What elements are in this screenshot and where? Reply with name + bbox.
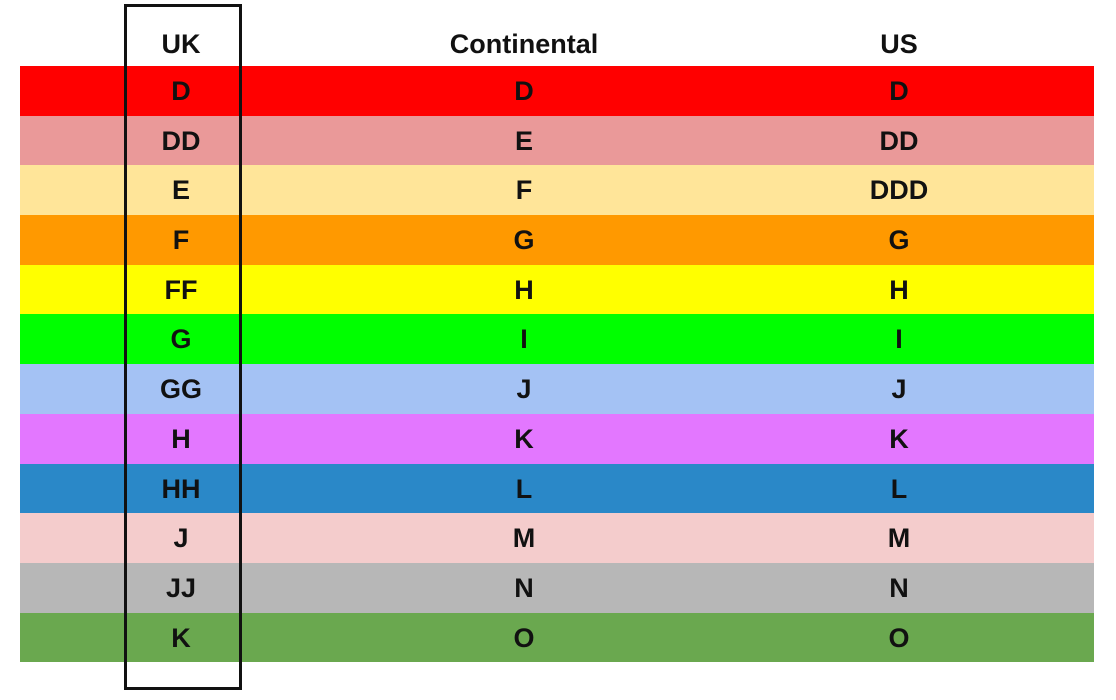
cell-us: J	[891, 374, 907, 405]
size-conversion-table: D D D DD E DD E F DDD F G G FF H H G I I GG J J H K K HH L L J M M JJ N…	[20, 66, 1094, 663]
cell-continental: D	[514, 76, 534, 106]
cell-us: H	[889, 274, 909, 305]
cell-uk: K	[171, 622, 191, 653]
cell-uk: JJ	[165, 572, 197, 603]
cell-continental: G	[513, 225, 535, 256]
cell-uk: H	[171, 423, 191, 454]
cell-uk: FF	[164, 274, 198, 305]
cell-us: DD	[879, 125, 919, 156]
cell-us: DDD	[869, 175, 929, 206]
cell-us: G	[888, 225, 910, 256]
cell-continental: F	[515, 175, 533, 206]
cell-continental: O	[513, 622, 535, 653]
table-row: FF H H	[20, 264, 1094, 315]
cell-continental: H	[514, 274, 534, 305]
cell-uk: D	[171, 76, 191, 106]
cell-continental: N	[514, 572, 534, 603]
cell-uk: F	[172, 225, 190, 256]
table-row: JJ N N	[20, 562, 1094, 613]
cell-us: I	[895, 324, 903, 355]
cell-uk: G	[170, 324, 192, 355]
cell-continental: I	[520, 324, 528, 355]
cell-continental: L	[515, 473, 533, 504]
cell-uk: J	[173, 523, 189, 554]
table-row: DD E DD	[20, 115, 1094, 166]
header-continental: Continental	[449, 29, 599, 59]
cell-us: L	[890, 473, 908, 504]
cell-us: D	[889, 76, 909, 106]
cell-us: O	[888, 622, 910, 653]
cell-continental: J	[516, 374, 532, 405]
cell-uk: GG	[159, 374, 202, 405]
cell-us: M	[887, 523, 911, 554]
cell-uk: HH	[161, 473, 201, 504]
cell-us: K	[889, 423, 909, 454]
cell-continental: M	[512, 523, 536, 554]
cell-us: N	[889, 572, 909, 603]
header-uk: UK	[161, 29, 201, 59]
uk-column-highlight-box	[124, 4, 242, 690]
header-us: US	[880, 29, 918, 59]
table-row: HH L L	[20, 463, 1094, 514]
table-row: E F DDD	[20, 165, 1094, 216]
cell-continental: E	[514, 125, 533, 156]
cell-continental: K	[514, 423, 534, 454]
table-row: GG J J	[20, 364, 1094, 414]
cell-uk: DD	[161, 125, 201, 156]
cell-uk: E	[171, 175, 190, 206]
